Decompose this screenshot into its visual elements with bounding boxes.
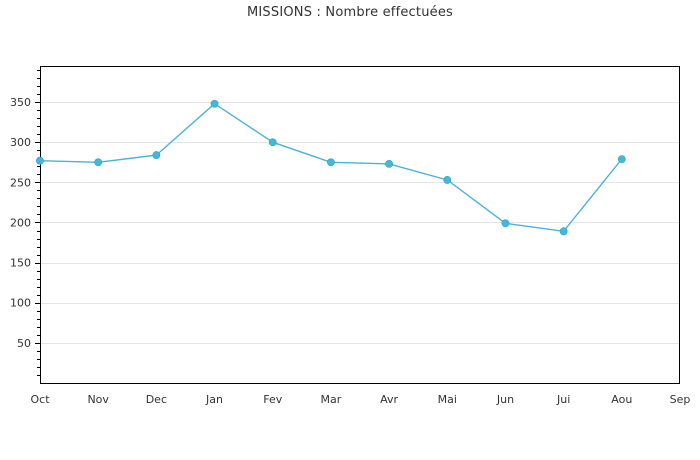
- y-tick-label: 50: [17, 337, 31, 350]
- x-tick-label: Jui: [556, 393, 570, 406]
- data-point: [559, 227, 568, 236]
- chart-title: MISSIONS : Nombre effectuées: [246, 5, 454, 20]
- data-point: [210, 99, 219, 108]
- x-tick-label: Avr: [380, 393, 398, 406]
- series-points: [36, 99, 626, 236]
- x-tick-label: Jun: [496, 393, 514, 406]
- grid-lines: [40, 102, 680, 344]
- y-tick-label: 150: [10, 257, 31, 270]
- plot-area: [40, 66, 680, 383]
- x-tick-labels: Oct Nov Dec Jan Fev Mar Avr Mai Jun Jui Aou Sep: [30, 393, 690, 406]
- y-tick-label: 350: [10, 96, 31, 109]
- plot-frame: [40, 66, 680, 384]
- x-tick-label: Dec: [146, 393, 167, 406]
- x-tick-label: Nov: [87, 393, 109, 406]
- x-tick-label: Mar: [321, 393, 342, 406]
- y-tick-label: 200: [10, 216, 31, 229]
- x-tick-label: Jan: [205, 393, 223, 406]
- x-tick-label: Sep: [670, 393, 691, 406]
- y-tick-label: 250: [10, 176, 31, 189]
- data-point: [501, 219, 510, 228]
- data-point: [36, 156, 44, 165]
- data-point: [443, 176, 452, 184]
- data-point: [617, 155, 626, 163]
- x-tick-label: Fev: [263, 393, 282, 406]
- x-tick-label: Aou: [611, 393, 632, 406]
- data-point: [268, 138, 277, 147]
- y-tick-label: 300: [10, 136, 31, 149]
- y-axis-ticks: [35, 70, 40, 376]
- y-tick-label: 100: [10, 297, 31, 310]
- data-point: [152, 151, 161, 159]
- data-point: [94, 158, 103, 167]
- x-tick-label: Mai: [438, 393, 457, 406]
- data-point: [385, 160, 393, 168]
- y-tick-labels: 50 100 150 200 250 300 350: [10, 96, 31, 350]
- x-tick-label: Oct: [30, 393, 50, 406]
- data-point: [327, 158, 335, 167]
